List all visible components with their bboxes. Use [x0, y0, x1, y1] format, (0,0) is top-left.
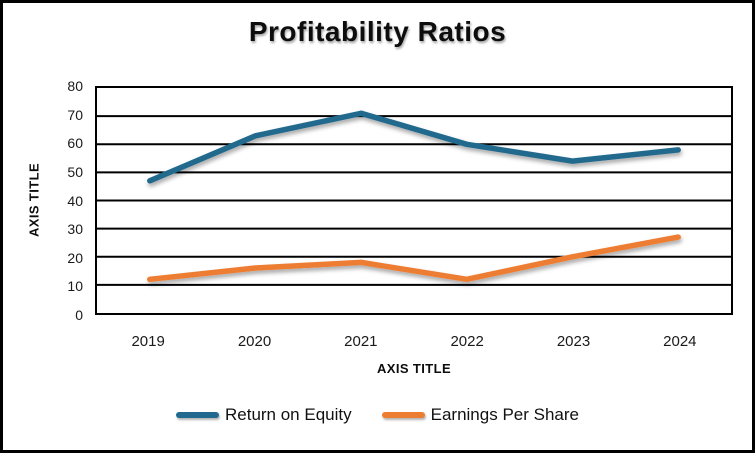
x-tick-label: 2022: [450, 333, 484, 350]
legend: Return on Equity Earnings Per Share: [3, 405, 752, 425]
y-tick-label: 20: [67, 249, 83, 266]
y-tick-label: 80: [67, 78, 83, 94]
x-tick-label: 2024: [663, 333, 697, 350]
y-tick-label: 10: [67, 278, 83, 295]
line-series-svg: [97, 110, 731, 286]
x-tick-label: 2019: [131, 333, 165, 350]
y-tick-label: 50: [67, 163, 83, 180]
series-line-1: [147, 234, 681, 283]
legend-item-0: Return on Equity: [175, 405, 352, 425]
y-tick-label: 0: [75, 307, 83, 323]
y-tick-label: 60: [67, 135, 83, 152]
legend-label: Return on Equity: [224, 405, 352, 424]
y-tick-label: 30: [67, 221, 83, 238]
series-line-0: [147, 110, 681, 184]
chart-title: Profitability Ratios: [248, 16, 507, 47]
x-tick-label: 2020: [237, 333, 272, 350]
plot-area: [95, 86, 733, 315]
legend-swatch-icon: [175, 412, 219, 418]
x-tick-label: 2023: [556, 333, 591, 350]
y-tick-label: 70: [67, 106, 83, 123]
y-tick-label: 40: [67, 192, 83, 209]
x-tick-label: 2021: [344, 333, 378, 350]
x-axis-title: AXIS TITLE: [376, 361, 452, 376]
legend-item-1: Earnings Per Share: [381, 405, 579, 425]
legend-label: Earnings Per Share: [430, 405, 579, 424]
legend-swatch-icon: [381, 412, 425, 418]
